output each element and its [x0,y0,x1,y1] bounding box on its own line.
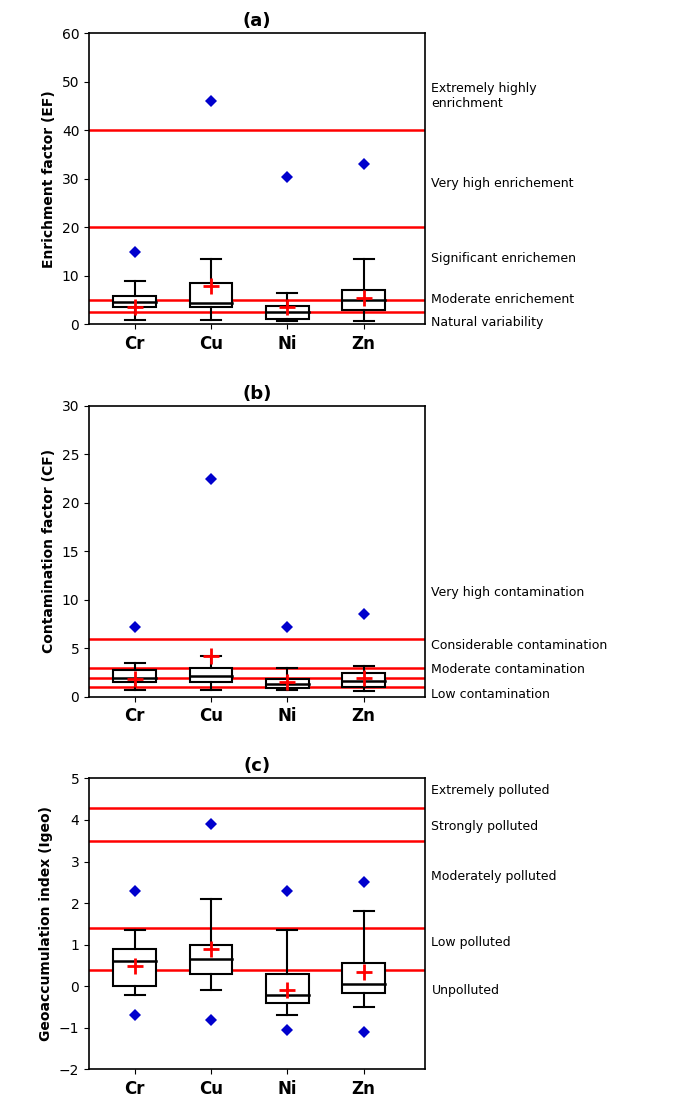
Bar [114,949,156,986]
Text: Unpolluted: Unpolluted [432,984,499,997]
Text: Low contamination: Low contamination [432,687,550,701]
Bar [190,283,232,307]
Title: (b): (b) [242,385,271,403]
Text: Moderate contamination: Moderate contamination [432,663,585,676]
Bar [114,296,156,307]
Y-axis label: Enrichment factor (EF): Enrichment factor (EF) [42,90,56,267]
Text: Considerable contamination: Considerable contamination [432,639,608,652]
Text: Low polluted: Low polluted [432,936,511,949]
Title: (c): (c) [243,758,271,775]
Text: Moderate enrichement: Moderate enrichement [432,293,575,305]
Bar [342,964,385,993]
Text: Extremely highly
enrichment: Extremely highly enrichment [432,82,537,110]
Bar [266,680,309,688]
Bar [114,670,156,683]
Bar [266,974,309,1003]
Bar [266,306,309,319]
Bar [190,945,232,974]
Y-axis label: Geoaccumulation index (Igeo): Geoaccumulation index (Igeo) [39,807,53,1042]
Title: (a): (a) [242,12,271,30]
Text: Significant enrichemen: Significant enrichemen [432,253,576,265]
Bar [342,291,385,310]
Text: Very high contamination: Very high contamination [432,586,585,598]
Text: Extremely polluted: Extremely polluted [432,783,550,797]
Y-axis label: Contamination factor (CF): Contamination factor (CF) [42,449,56,654]
Text: Very high enrichement: Very high enrichement [432,177,574,190]
Text: Moderately polluted: Moderately polluted [432,870,557,882]
Text: Strongly polluted: Strongly polluted [432,820,538,833]
Text: Natural variability: Natural variability [432,315,544,329]
Bar [190,667,232,683]
Bar [342,673,385,687]
